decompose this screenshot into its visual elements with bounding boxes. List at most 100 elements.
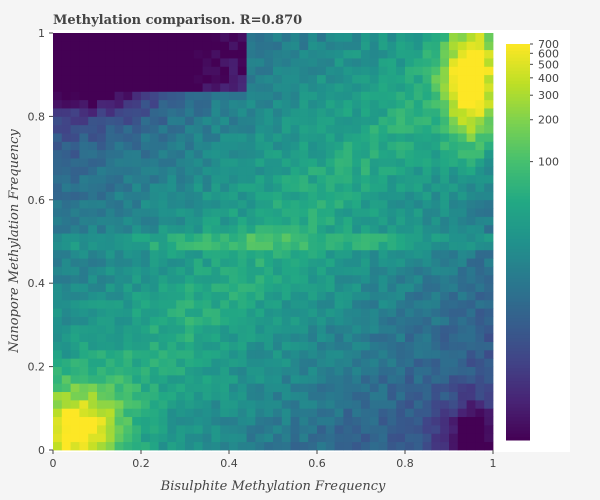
heatmap-cell bbox=[317, 158, 327, 167]
x-tick-label: 0 bbox=[50, 457, 57, 470]
heatmap-cell bbox=[405, 391, 415, 401]
heatmap-cell bbox=[352, 74, 362, 84]
heatmap-cell bbox=[440, 208, 450, 217]
heatmap-cell bbox=[114, 408, 124, 418]
x-tick-label: 1 bbox=[490, 457, 497, 470]
heatmap-cell bbox=[114, 183, 124, 192]
heatmap-cell bbox=[475, 58, 485, 67]
heatmap-cell bbox=[123, 133, 133, 142]
heatmap-cell bbox=[53, 41, 63, 51]
colorbar-segment bbox=[506, 123, 530, 127]
heatmap-cell bbox=[484, 374, 494, 384]
heatmap-cell bbox=[299, 258, 309, 267]
heatmap-cell bbox=[61, 391, 71, 401]
heatmap-cell bbox=[475, 291, 485, 301]
heatmap-cell bbox=[422, 416, 432, 426]
heatmap-cell bbox=[334, 374, 344, 384]
heatmap-cell bbox=[290, 408, 300, 418]
heatmap-cell bbox=[308, 274, 318, 284]
heatmap-cell bbox=[457, 374, 467, 384]
heatmap-cell bbox=[141, 66, 151, 76]
heatmap-cell bbox=[97, 191, 107, 201]
heatmap-cell bbox=[334, 274, 344, 284]
chart-title: Methylation comparison. R=0.870 bbox=[53, 13, 302, 28]
heatmap-cell bbox=[299, 49, 309, 59]
heatmap-cell bbox=[132, 266, 142, 276]
heatmap-cell bbox=[308, 316, 318, 326]
heatmap-cell bbox=[387, 258, 397, 267]
heatmap-cell bbox=[61, 299, 71, 309]
heatmap-cell bbox=[290, 166, 300, 176]
heatmap-cell bbox=[132, 399, 142, 409]
heatmap-cell bbox=[246, 316, 256, 326]
heatmap-cell bbox=[167, 333, 177, 342]
heatmap-cell bbox=[290, 424, 300, 434]
heatmap-cell bbox=[88, 349, 98, 359]
heatmap-cell bbox=[132, 249, 142, 259]
heatmap-cell bbox=[361, 199, 371, 209]
heatmap-cell bbox=[387, 233, 397, 242]
heatmap-cell bbox=[141, 408, 151, 418]
heatmap-cell bbox=[88, 66, 98, 76]
heatmap-cell bbox=[132, 416, 142, 426]
colorbar-segment bbox=[506, 321, 530, 325]
heatmap-cell bbox=[202, 99, 212, 109]
heatmap-cell bbox=[343, 441, 353, 451]
colorbar-segment bbox=[506, 209, 530, 213]
heatmap-cell bbox=[361, 133, 371, 142]
heatmap-cell bbox=[317, 274, 327, 284]
heatmap-cell bbox=[149, 233, 159, 242]
heatmap-cell bbox=[466, 299, 476, 309]
heatmap-cell bbox=[308, 208, 318, 217]
heatmap-cell bbox=[132, 358, 142, 367]
heatmap-cell bbox=[387, 133, 397, 142]
colorbar-segment bbox=[506, 311, 530, 316]
heatmap-cell bbox=[431, 416, 441, 426]
heatmap-cell bbox=[79, 366, 89, 376]
heatmap-cell bbox=[141, 233, 151, 242]
heatmap-cell bbox=[255, 174, 265, 184]
heatmap-cell bbox=[422, 408, 432, 418]
heatmap-cell bbox=[97, 208, 107, 217]
heatmap-cell bbox=[352, 133, 362, 142]
heatmap-cell bbox=[317, 141, 327, 151]
heatmap-cell bbox=[352, 283, 362, 292]
heatmap-cell bbox=[158, 399, 168, 409]
colorbar-segment bbox=[506, 344, 530, 349]
heatmap-cell bbox=[325, 91, 335, 101]
heatmap-cell bbox=[457, 49, 467, 59]
heatmap-cell bbox=[97, 366, 107, 376]
heatmap-cell bbox=[185, 66, 195, 76]
heatmap-cell bbox=[396, 333, 406, 342]
heatmap-cell bbox=[237, 191, 247, 201]
heatmap-cell bbox=[61, 266, 71, 276]
heatmap-cell bbox=[361, 399, 371, 409]
heatmap-cell bbox=[475, 74, 485, 84]
heatmap-cell bbox=[431, 33, 441, 42]
heatmap-cell bbox=[273, 66, 283, 76]
heatmap-cell bbox=[167, 166, 177, 176]
heatmap-cell bbox=[361, 58, 371, 67]
heatmap-cell bbox=[387, 33, 397, 42]
heatmap-cell bbox=[361, 66, 371, 76]
heatmap-cell bbox=[449, 41, 459, 51]
heatmap-cell bbox=[61, 33, 71, 42]
heatmap-cell bbox=[97, 233, 107, 242]
heatmap-cell bbox=[475, 124, 485, 134]
heatmap-cell bbox=[484, 333, 494, 342]
heatmap-cell bbox=[405, 149, 415, 159]
heatmap-cell bbox=[317, 258, 327, 267]
heatmap-cell bbox=[422, 333, 432, 342]
heatmap-cell bbox=[475, 274, 485, 284]
heatmap-cell bbox=[308, 358, 318, 367]
heatmap-cell bbox=[387, 374, 397, 384]
heatmap-cell bbox=[308, 433, 318, 443]
heatmap-cell bbox=[449, 341, 459, 351]
heatmap-cell bbox=[185, 49, 195, 59]
heatmap-cell bbox=[405, 224, 415, 234]
heatmap-cell bbox=[431, 224, 441, 234]
heatmap-cell bbox=[246, 74, 256, 84]
heatmap-cell bbox=[396, 166, 406, 176]
heatmap-cell bbox=[334, 174, 344, 184]
heatmap-cell bbox=[88, 274, 98, 284]
